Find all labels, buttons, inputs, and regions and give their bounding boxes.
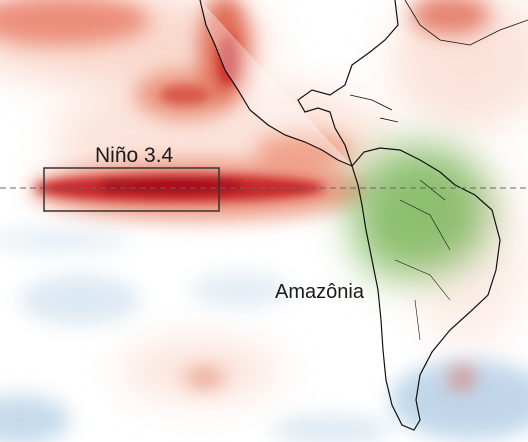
nino-box <box>43 167 220 212</box>
coastlines <box>199 0 528 431</box>
nino-label: Niño 3.4 <box>95 144 174 167</box>
amazonia-label: Amazônia <box>275 281 365 303</box>
